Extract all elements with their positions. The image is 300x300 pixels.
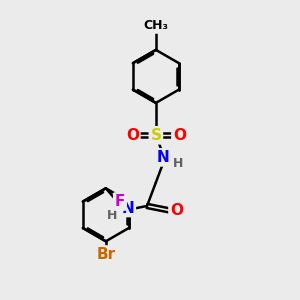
Text: N: N: [157, 150, 169, 165]
Text: H: H: [173, 157, 183, 170]
Text: O: O: [170, 203, 183, 218]
Text: H: H: [106, 209, 117, 222]
Text: O: O: [126, 128, 139, 143]
Text: CH₃: CH₃: [143, 19, 168, 32]
Text: F: F: [115, 194, 125, 209]
Text: O: O: [173, 128, 186, 143]
Text: S: S: [150, 128, 161, 143]
Text: N: N: [122, 200, 134, 215]
Text: Br: Br: [96, 247, 116, 262]
